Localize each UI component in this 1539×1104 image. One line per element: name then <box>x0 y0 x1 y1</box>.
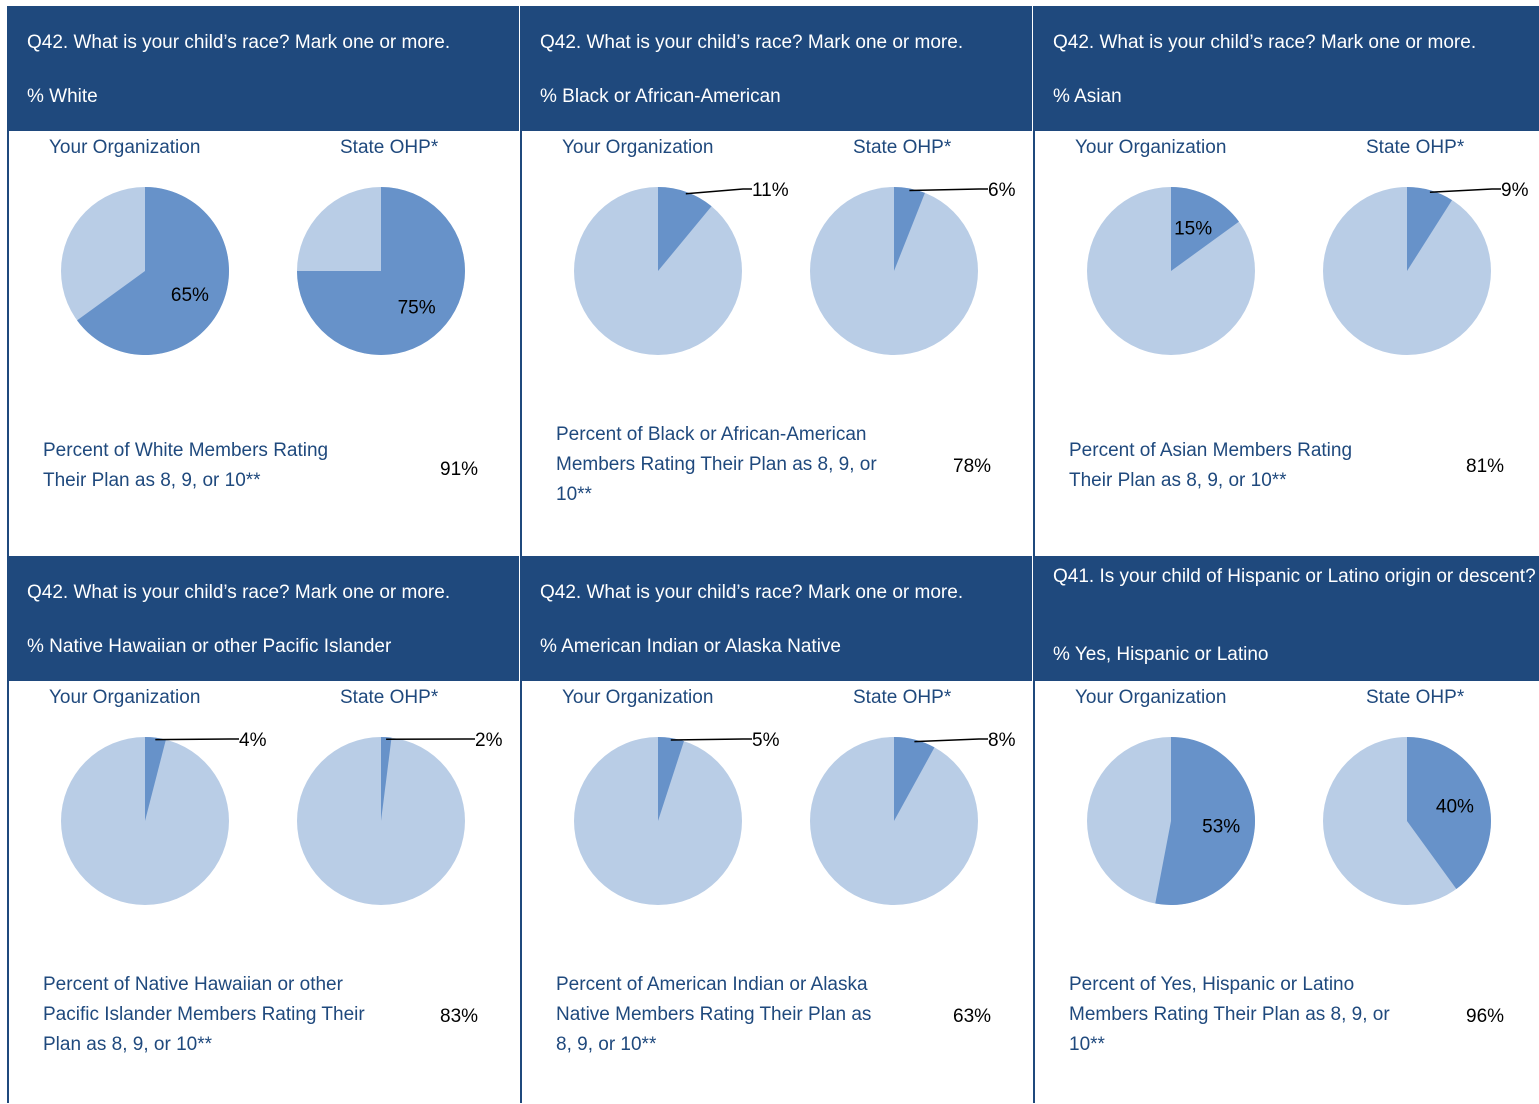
pie-value-label: 40% <box>1436 796 1474 817</box>
panel-header: Q42. What is your child’s race? Mark one… <box>521 6 1032 131</box>
pie-leader-line <box>909 189 988 191</box>
state-label: State OHP* <box>1366 137 1464 159</box>
panel-black: Q42. What is your child’s race? Mark one… <box>521 6 1032 554</box>
rating-text: Percent of American Indian or Alaska Nat… <box>556 970 886 1060</box>
pie-value-label: 53% <box>1202 817 1240 838</box>
panel-question: Q42. What is your child’s race? Mark one… <box>1053 28 1539 58</box>
panel-subtitle: % American Indian or Alaska Native <box>540 636 1026 658</box>
rating-text: Percent of Native Hawaiian or other Paci… <box>43 970 373 1060</box>
pie-value-label: 6% <box>988 180 1016 201</box>
panel-question: Q42. What is your child’s race? Mark one… <box>27 28 513 58</box>
chart-grid: Q42. What is your child’s race? Mark one… <box>8 6 1539 1103</box>
column-divider <box>1033 6 1035 1103</box>
column-divider <box>520 6 522 1103</box>
state-label: State OHP* <box>340 137 438 159</box>
pie-value-label: 15% <box>1174 219 1212 240</box>
panel-question: Q41. Is your child of Hispanic or Latino… <box>1053 562 1539 592</box>
pie-value-label: 4% <box>239 730 267 751</box>
state-label: State OHP* <box>853 687 951 709</box>
panel-header: Q42. What is your child’s race? Mark one… <box>1034 6 1539 131</box>
panel-header: Q42. What is your child’s race? Mark one… <box>8 556 519 681</box>
org-label: Your Organization <box>562 137 713 159</box>
pie-value-label: 8% <box>988 730 1016 751</box>
panel-header: Q42. What is your child’s race? Mark one… <box>8 6 519 131</box>
panel-subtitle: % Black or African-American <box>540 86 1026 108</box>
panel-subtitle: % White <box>27 86 513 108</box>
rating-text: Percent of Black or African-American Mem… <box>556 420 886 510</box>
state-label: State OHP* <box>1366 687 1464 709</box>
org-label: Your Organization <box>1075 687 1226 709</box>
pie-value-label: 75% <box>398 298 436 319</box>
panel-header: Q41. Is your child of Hispanic or Latino… <box>1034 556 1539 681</box>
rating-text: Percent of White Members Rating Their Pl… <box>43 436 373 496</box>
panel-asian: Q42. What is your child’s race? Mark one… <box>1034 6 1539 554</box>
pie-leader-line <box>686 189 752 194</box>
org-label: Your Organization <box>1075 137 1226 159</box>
pie-leader-line <box>671 739 752 740</box>
panel-header: Q42. What is your child’s race? Mark one… <box>521 556 1032 681</box>
org-label: Your Organization <box>49 687 200 709</box>
pie-value-label: 5% <box>752 730 780 751</box>
state-label: State OHP* <box>340 687 438 709</box>
rating-value: 91% <box>440 459 478 481</box>
pie-value-label: 9% <box>1501 180 1529 201</box>
panel-hispanic: Q41. Is your child of Hispanic or Latino… <box>1034 556 1539 1104</box>
rating-value: 63% <box>953 1006 991 1028</box>
pie-leader-line <box>1430 189 1501 192</box>
rating-value: 81% <box>1466 456 1504 478</box>
panel-subtitle: % Yes, Hispanic or Latino <box>1053 644 1539 666</box>
org-label: Your Organization <box>562 687 713 709</box>
panel-question: Q42. What is your child’s race? Mark one… <box>27 578 513 608</box>
pie-value-label: 65% <box>171 285 209 306</box>
rating-value: 83% <box>440 1006 478 1028</box>
panel-question: Q42. What is your child’s race? Mark one… <box>540 28 1026 58</box>
pie-leader-line <box>155 739 239 740</box>
pie-value-label: 11% <box>752 180 789 201</box>
pie-leader-line <box>914 739 988 742</box>
panel-question: Q42. What is your child’s race? Mark one… <box>540 578 1026 608</box>
panel-subtitle: % Native Hawaiian or other Pacific Islan… <box>27 636 513 658</box>
rating-text: Percent of Yes, Hispanic or Latino Membe… <box>1069 970 1399 1060</box>
panel-subtitle: % Asian <box>1053 86 1539 108</box>
left-border <box>7 6 9 1103</box>
org-label: Your Organization <box>49 137 200 159</box>
panel-american-indian: Q42. What is your child’s race? Mark one… <box>521 556 1032 1104</box>
rating-value: 96% <box>1466 1006 1504 1028</box>
rating-value: 78% <box>953 456 991 478</box>
state-label: State OHP* <box>853 137 951 159</box>
panel-native-hawaiian: Q42. What is your child’s race? Mark one… <box>8 556 519 1104</box>
rating-text: Percent of Asian Members Rating Their Pl… <box>1069 436 1399 496</box>
pie-value-label: 2% <box>475 730 503 751</box>
panel-white: Q42. What is your child’s race? Mark one… <box>8 6 519 554</box>
